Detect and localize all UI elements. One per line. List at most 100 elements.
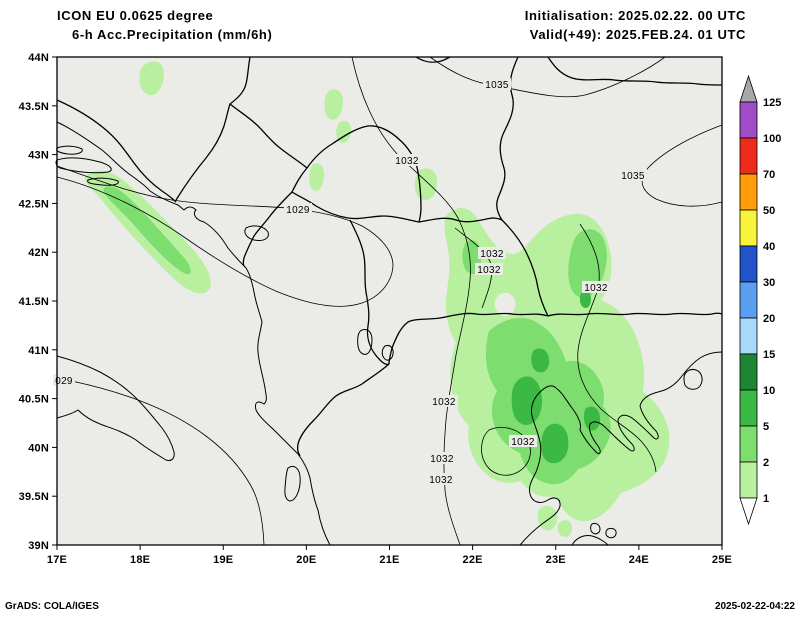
contour-label: 1032	[480, 249, 504, 260]
legend-label: 20	[763, 313, 775, 325]
legend-label: 15	[763, 349, 775, 361]
legend-band	[739, 173, 758, 211]
legend-band	[739, 137, 758, 175]
precip-area-mid	[568, 229, 607, 298]
border-bosnia-montenegro-serbia	[175, 56, 251, 201]
legend-band	[739, 317, 758, 355]
creation-timestamp: 2025-02-22-04:22	[715, 601, 795, 612]
y-axis-label: 43.5N	[19, 101, 49, 113]
precip-area-dark	[540, 423, 569, 464]
contour-label-layer: 1035 1032 1035 1029 1032 1032 1032 029 1032 1032 1…	[53, 78, 647, 486]
legend-label: 10	[763, 385, 775, 397]
contour-label-bg	[428, 452, 456, 464]
italy-heel-coastline	[56, 355, 175, 461]
border-macedonia-serbia	[418, 217, 503, 223]
border-serbia-bulgaria	[496, 56, 519, 221]
y-axis-label: 43N	[28, 150, 49, 162]
lake-skadar	[244, 225, 269, 241]
y-axis: 44N 43.5N 43N 42.5N 42N 41.5N 41N 40.5N 40N 39.5N…	[19, 52, 57, 552]
contour-label-bg	[284, 203, 312, 215]
contour-label: 1032	[395, 156, 419, 167]
precip-area-light	[309, 163, 325, 191]
isobar-1029	[56, 165, 394, 307]
sporades-island	[590, 522, 601, 535]
legend-band	[739, 425, 758, 463]
border-montenegro-serbia	[229, 103, 308, 169]
y-axis-label: 41N	[28, 345, 49, 357]
contour-label: 1032	[430, 454, 454, 465]
color-legend: 125 100 70 50 40 30 20 15 10 5 2 1	[739, 74, 781, 526]
legend-label: 5	[763, 421, 769, 433]
contour-label-bg	[475, 263, 503, 275]
x-axis-label: 18E	[130, 554, 150, 566]
product-title: 6-h Acc.Precipitation (mm/6h)	[72, 27, 272, 42]
precip-area-light	[324, 89, 344, 120]
contour-label-bg	[478, 247, 506, 259]
valid-time-label: Valid(+49): 2025.FEB.24. 01 UTC	[530, 27, 746, 42]
contour-label-bg	[509, 435, 537, 447]
korcula-island	[56, 145, 83, 155]
evia-coastline	[571, 535, 609, 546]
y-axis-label: 42.5N	[19, 198, 49, 210]
corfu-island	[284, 465, 301, 502]
legend-band	[739, 281, 758, 319]
legend-label: 70	[763, 169, 775, 181]
lake-ohrid	[357, 329, 373, 355]
isobar-1029	[56, 377, 265, 546]
y-axis-label: 42N	[28, 247, 49, 259]
x-axis-label: 22E	[463, 554, 483, 566]
border-kosovo	[291, 125, 422, 223]
precip-area-dark	[531, 348, 550, 373]
precip-area-dark	[579, 290, 591, 309]
contour-label-bg	[393, 154, 421, 166]
border-romania-bulgaria-danube	[547, 56, 723, 86]
legend-band	[739, 353, 758, 391]
contour-label: 1032	[584, 283, 608, 294]
map-area: 1035 1032 1035 1029 1032 1032 1032 029 1032 1032 1…	[53, 56, 723, 546]
legend-label: 1	[763, 493, 769, 505]
contour-label: 1032	[477, 265, 501, 276]
legend-label: 50	[763, 205, 775, 217]
y-axis-label: 40N	[28, 442, 49, 454]
contour-label-bg	[483, 78, 511, 90]
legend-label: 30	[763, 277, 775, 289]
legend-band	[739, 101, 758, 139]
border-montenegro-albania	[242, 191, 293, 267]
x-axis-label: 17E	[47, 554, 67, 566]
legend-over-triangle	[739, 74, 758, 103]
border-albania-greece	[296, 363, 390, 457]
legend-under-triangle	[739, 497, 758, 526]
legend-band	[739, 209, 758, 247]
isobar-1032	[481, 427, 531, 476]
y-axis-label: 40.5N	[19, 394, 49, 406]
y-axis-label: 39.5N	[19, 491, 49, 503]
precip-area-mid	[103, 186, 191, 275]
y-axis-label: 41.5N	[19, 296, 49, 308]
precip-area-dark	[511, 376, 542, 426]
precip-shading	[85, 61, 670, 538]
coastlines	[55, 121, 723, 546]
legend-label: 125	[763, 97, 781, 109]
legend-label: 2	[763, 457, 769, 469]
x-axis-label: 23E	[546, 554, 566, 566]
thasos-island	[683, 369, 703, 390]
x-axis: 17E 18E 19E 20E 21E 22E 23E 24E 25E	[47, 545, 732, 566]
x-axis-label: 21E	[379, 554, 399, 566]
precip-area-dark	[583, 406, 601, 431]
contour-label-bg	[619, 169, 647, 181]
init-time-label: Initialisation: 2025.02.22. 00 UTC	[525, 8, 746, 23]
x-axis-label: 24E	[629, 554, 649, 566]
sporades-island	[605, 527, 617, 539]
contour-label: 1035	[485, 80, 509, 91]
border-serbia-romania	[415, 56, 451, 63]
legend-label: 100	[763, 133, 781, 145]
legend-label: 40	[763, 241, 775, 253]
y-axis-label: 39N	[28, 540, 49, 552]
border-albania-macedonia	[349, 219, 390, 366]
precip-area-light	[139, 61, 164, 96]
contour-label: 1032	[511, 437, 535, 448]
border-greece-bulgaria	[547, 312, 723, 317]
contour-label: 029	[55, 376, 73, 387]
precip-area-light	[336, 121, 352, 143]
